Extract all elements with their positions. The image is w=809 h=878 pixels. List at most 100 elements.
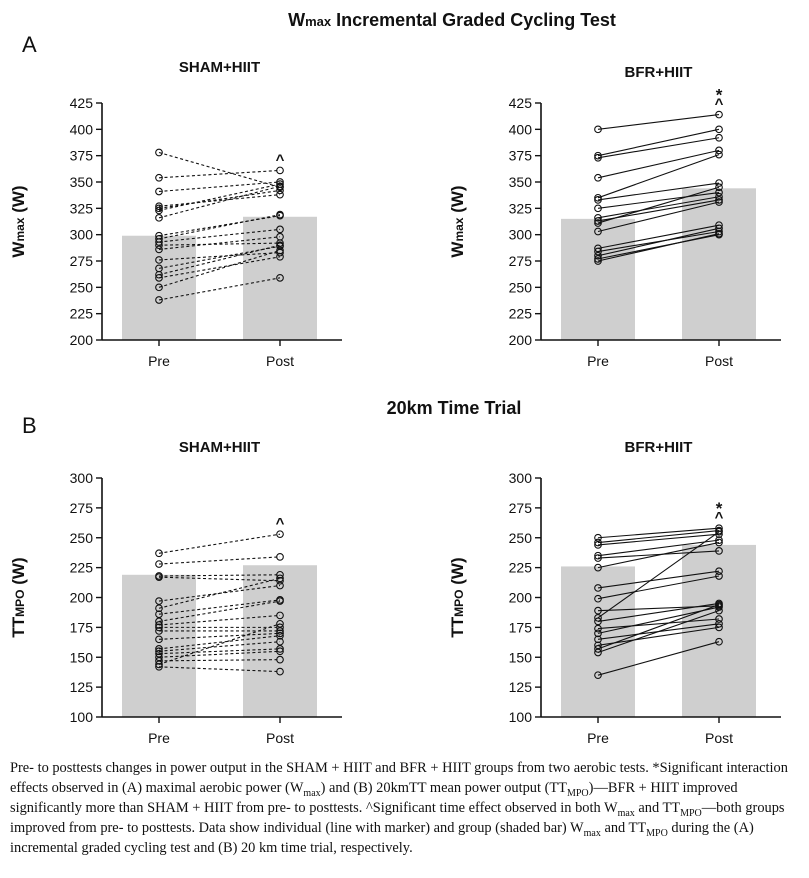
post-marker-10 — [715, 527, 723, 536]
participant-line-14 — [158, 245, 281, 269]
pre-marker-10 — [594, 613, 602, 622]
y-tick-label: 250 — [70, 279, 94, 295]
post-marker-13 — [715, 603, 723, 611]
pre-marker-8 — [155, 617, 163, 626]
y-tick-label: 225 — [70, 560, 94, 576]
chart-panel-B-sham: 100 125 150 175 200 225 250 275 300 Pre Post SHAM+H… — [9, 439, 342, 746]
participant-line-11 — [158, 242, 281, 246]
participant-line-5 — [597, 550, 720, 559]
post-marker-6 — [276, 180, 284, 188]
y-tick-label: 175 — [509, 619, 533, 635]
post-marker-7 — [276, 182, 284, 191]
post-marker-3 — [276, 178, 284, 186]
post-marker-18 — [715, 637, 723, 646]
x-tick-label-pre: Pre — [587, 730, 609, 746]
pre-marker-7 — [155, 610, 163, 619]
participant-line-12 — [597, 224, 720, 249]
participant-line-16 — [597, 604, 720, 650]
pre-marker-3 — [155, 187, 163, 196]
pre-marker-11 — [155, 627, 163, 635]
participant-line-12 — [158, 236, 281, 250]
participant-line-1 — [597, 527, 720, 539]
post-marker-12 — [715, 615, 723, 623]
pre-marker-13 — [594, 629, 602, 638]
panel-letter-b: B — [22, 413, 37, 438]
participant-line-17 — [158, 249, 281, 288]
pre-marker-6 — [594, 196, 602, 204]
post-marker-3 — [715, 133, 723, 142]
post-marker-16 — [715, 600, 723, 609]
y-tick-label: 350 — [509, 174, 533, 190]
pre-marker-5 — [155, 204, 163, 213]
participant-line-6 — [158, 577, 281, 609]
pre-marker-5 — [155, 597, 163, 605]
y-tick-label: 200 — [509, 332, 533, 348]
pre-marker-9 — [594, 606, 602, 615]
participant-line-7 — [158, 185, 281, 219]
pre-marker-6 — [155, 206, 163, 215]
pre-marker-18 — [155, 296, 163, 304]
post-marker-9 — [715, 196, 723, 204]
post-marker-16 — [715, 229, 723, 238]
post-marker-16 — [276, 647, 284, 656]
participant-line-2 — [597, 128, 720, 157]
participant-line-8 — [158, 215, 281, 237]
pre-marker-2 — [594, 151, 602, 160]
participant-line-2 — [158, 556, 281, 565]
post-marker-15 — [276, 241, 284, 250]
participant-line-1 — [597, 114, 720, 130]
participant-line-16 — [158, 256, 281, 279]
significance-star: * — [716, 499, 723, 518]
pre-marker-12 — [155, 635, 163, 644]
pre-marker-13 — [594, 247, 602, 256]
subplot-title: BFR+HIIT — [625, 64, 693, 81]
participant-line-14 — [158, 641, 281, 652]
pre-marker-15 — [155, 649, 163, 658]
pre-marker-12 — [594, 244, 602, 253]
figure: Wmax Incremental Graded Cycling Test A 2… — [9, 10, 781, 746]
participant-line-7 — [597, 191, 720, 209]
post-marker-1 — [715, 524, 723, 533]
y-tick-label: 300 — [509, 227, 533, 243]
y-axis-label: Wmax (W) — [9, 185, 28, 257]
y-tick-label: 250 — [509, 530, 533, 546]
y-tick-label: 375 — [509, 148, 533, 164]
post-marker-5 — [276, 581, 284, 590]
y-tick-label: 100 — [70, 709, 94, 725]
y-tick-label: 200 — [70, 590, 94, 606]
pre-marker-7 — [155, 213, 163, 222]
pre-marker-9 — [594, 217, 602, 225]
post-marker-4 — [715, 536, 723, 544]
post-marker-14 — [715, 619, 723, 628]
participant-line-9 — [158, 214, 281, 240]
post-marker-18 — [276, 619, 284, 628]
y-tick-label: 275 — [70, 253, 94, 269]
x-tick-label-pre: Pre — [148, 353, 170, 369]
subplot-title: SHAM+HIIT — [179, 439, 260, 456]
pre-marker-17 — [594, 648, 602, 657]
pre-marker-16 — [594, 257, 602, 265]
post-marker-8 — [715, 572, 723, 580]
y-tick-label: 125 — [70, 679, 94, 695]
pre-marker-4 — [594, 173, 602, 182]
pre-marker-6 — [155, 604, 163, 613]
significance-caret: ^ — [276, 515, 285, 532]
participant-line-16 — [597, 233, 720, 262]
post-marker-8 — [715, 192, 723, 201]
panel-letter-a: A — [22, 32, 37, 57]
participant-line-6 — [597, 182, 720, 201]
participant-line-1 — [158, 533, 281, 554]
y-tick-label: 125 — [509, 679, 533, 695]
participant-line-15 — [158, 244, 281, 276]
pre-marker-12 — [594, 624, 602, 633]
chart-panel-A-bfr: 200 225 250 275 300 325 350 375 400 425 Pre Post BFR… — [448, 64, 781, 369]
pre-marker-4 — [155, 202, 163, 211]
post-marker-13 — [715, 227, 723, 236]
post-marker-2 — [715, 125, 723, 134]
pre-marker-1 — [594, 533, 602, 542]
post-marker-11 — [715, 198, 723, 206]
participant-line-13 — [597, 606, 720, 634]
pre-marker-10 — [155, 238, 163, 246]
pre-marker-11 — [594, 227, 602, 236]
y-tick-label: 400 — [509, 121, 533, 137]
